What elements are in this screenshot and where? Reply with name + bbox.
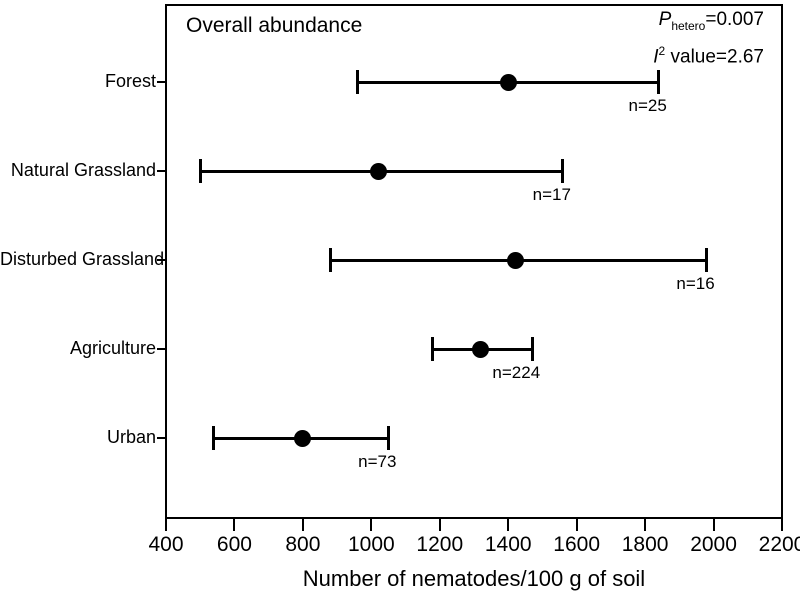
stats-annotations: Phetero=0.007 I2 value=2.67 xyxy=(653,7,764,69)
ci-cap-left xyxy=(356,70,360,94)
p-hetero-annotation: Phetero=0.007 xyxy=(653,7,764,39)
x-tick-label: 1000 xyxy=(347,533,395,556)
ci-cap-right xyxy=(561,159,565,183)
i-superscript: 2 xyxy=(658,43,666,58)
x-tick xyxy=(712,517,715,531)
i-value: value=2.67 xyxy=(665,46,764,68)
x-tick-label: 2200 xyxy=(758,533,800,556)
ci-cap-left xyxy=(328,248,332,272)
y-tick xyxy=(157,170,165,172)
x-tick-label: 1200 xyxy=(416,533,464,556)
y-tick xyxy=(157,437,165,439)
x-tick-label: 1600 xyxy=(553,533,601,556)
p-symbol: P xyxy=(658,9,672,30)
x-tick-label: 1400 xyxy=(484,533,532,556)
x-tick-label: 800 xyxy=(285,533,321,556)
n-label: n=16 xyxy=(676,274,715,293)
x-tick xyxy=(165,517,167,531)
mean-marker xyxy=(294,429,312,447)
x-tick xyxy=(370,517,373,531)
mean-marker xyxy=(499,73,517,91)
x-tick-label: 1800 xyxy=(621,533,669,556)
x-tick xyxy=(781,517,783,531)
category-label: Forest xyxy=(104,71,156,91)
category-label: Natural Grassland xyxy=(10,160,156,180)
x-tick xyxy=(233,517,236,531)
x-tick xyxy=(575,517,578,531)
ci-cap-left xyxy=(212,426,216,450)
n-label: n=25 xyxy=(628,96,667,115)
n-label: n=73 xyxy=(358,452,397,471)
p-subscript: hetero xyxy=(671,18,706,33)
mean-marker xyxy=(506,251,524,269)
chart-title: Overall abundance xyxy=(186,14,363,37)
plot-box xyxy=(165,4,783,519)
y-tick xyxy=(157,348,165,350)
y-tick xyxy=(157,81,165,83)
p-value: =0.007 xyxy=(705,9,764,30)
x-tick xyxy=(507,517,510,531)
category-label: Disturbed Grassland xyxy=(0,249,165,269)
ci-cap-right xyxy=(386,426,390,450)
i-squared-annotation: I2 value=2.67 xyxy=(653,39,764,69)
x-tick-label: 2000 xyxy=(690,533,737,556)
ci-cap-right xyxy=(705,248,709,272)
ci-cap-left xyxy=(198,159,202,183)
x-tick xyxy=(301,517,304,531)
i-symbol: I xyxy=(653,46,659,68)
y-tick xyxy=(157,259,165,261)
n-label: n=224 xyxy=(492,363,541,382)
mean-marker xyxy=(369,162,387,180)
x-tick xyxy=(644,517,647,531)
ci-cap-right xyxy=(657,70,661,94)
ci-cap-left xyxy=(431,337,435,361)
n-label: n=17 xyxy=(532,185,571,204)
x-tick xyxy=(438,517,441,531)
x-tick-label: 400 xyxy=(148,533,184,556)
ci-cap-right xyxy=(530,337,534,361)
category-label: Urban xyxy=(106,427,156,447)
mean-marker xyxy=(472,340,490,358)
x-tick-label: 600 xyxy=(216,533,252,556)
category-label: Agriculture xyxy=(69,338,156,358)
x-axis-label: Number of nematodes/100 g of soil xyxy=(302,566,646,591)
